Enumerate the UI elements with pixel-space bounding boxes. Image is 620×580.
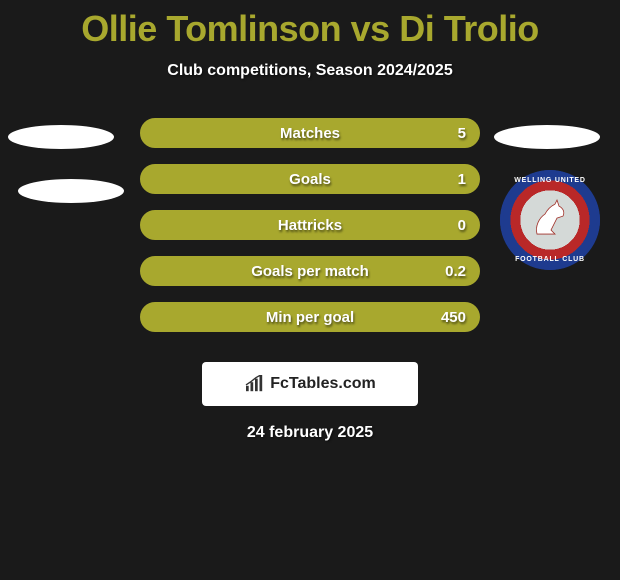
stat-label: Hattricks (278, 217, 342, 234)
stat-row-goals-per-match: Goals per match 0.2 (140, 256, 480, 286)
stat-label: Goals (289, 171, 331, 188)
footer-brand-text: FcTables.com (270, 375, 376, 393)
chart-icon (244, 375, 266, 393)
stat-value: 450 (441, 309, 466, 326)
stat-row-min-per-goal: Min per goal 450 (140, 302, 480, 332)
stat-value: 0.2 (445, 263, 466, 280)
subtitle: Club competitions, Season 2024/2025 (0, 62, 620, 80)
club-badge-text-top: WELLING UNITED (500, 177, 600, 184)
stat-label: Min per goal (266, 309, 354, 326)
stat-row-goals: Goals 1 (140, 164, 480, 194)
stat-row-hattricks: Hattricks 0 (140, 210, 480, 240)
placeholder-ellipse-left-2 (18, 179, 124, 203)
club-badge-circle: WELLING UNITED FOOTBALL CLUB (500, 170, 600, 270)
stat-value: 1 (458, 171, 466, 188)
date-text: 24 february 2025 (0, 424, 620, 442)
stat-row-matches: Matches 5 (140, 118, 480, 148)
horse-icon (527, 196, 573, 242)
stat-label: Matches (280, 125, 340, 142)
stat-value: 5 (458, 125, 466, 142)
club-badge-text-bottom: FOOTBALL CLUB (500, 256, 600, 263)
footer-brand-box[interactable]: FcTables.com (202, 362, 418, 406)
stat-label: Goals per match (251, 263, 369, 280)
placeholder-ellipse-left-1 (8, 125, 114, 149)
stat-value: 0 (458, 217, 466, 234)
page-title: Ollie Tomlinson vs Di Trolio (0, 0, 620, 50)
placeholder-ellipse-right (494, 125, 600, 149)
club-badge: WELLING UNITED FOOTBALL CLUB (500, 170, 600, 270)
